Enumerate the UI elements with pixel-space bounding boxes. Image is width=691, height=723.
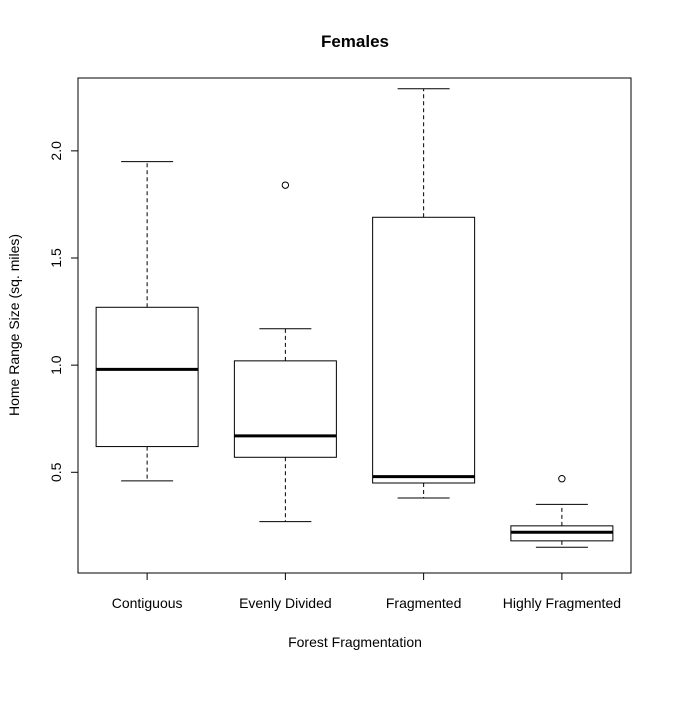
y-tick-label: 0.5 [48, 462, 64, 482]
x-tick-label: Fragmented [386, 595, 461, 611]
box-iqr [372, 216, 476, 484]
box-iqr [233, 360, 337, 458]
box-fragmented [372, 88, 476, 499]
box-iqr [95, 306, 199, 448]
box-evenly-divided [233, 181, 337, 523]
outlier-point [281, 181, 290, 189]
y-tick-label: 1.5 [48, 248, 64, 268]
y-axis-label: Home Range Size (sq. miles) [6, 234, 22, 416]
box-highly-fragmented [510, 475, 614, 548]
x-axis-label: Forest Fragmentation [288, 634, 422, 650]
outlier-point [558, 475, 566, 483]
y-axis: 0.5 1.0 1.5 2.0 [48, 141, 79, 482]
x-tick-label: Highly Fragmented [503, 595, 621, 611]
x-tick-label: Evenly Divided [239, 595, 332, 611]
chart-title: Females [321, 32, 389, 51]
boxes-group [95, 88, 614, 548]
x-tick-label: Contiguous [112, 595, 183, 611]
box-contiguous [95, 161, 199, 482]
x-axis: Contiguous Evenly Divided Fragmented Highly… [112, 572, 621, 611]
y-tick-label: 2.0 [48, 141, 64, 161]
y-tick-label: 1.0 [48, 355, 64, 375]
